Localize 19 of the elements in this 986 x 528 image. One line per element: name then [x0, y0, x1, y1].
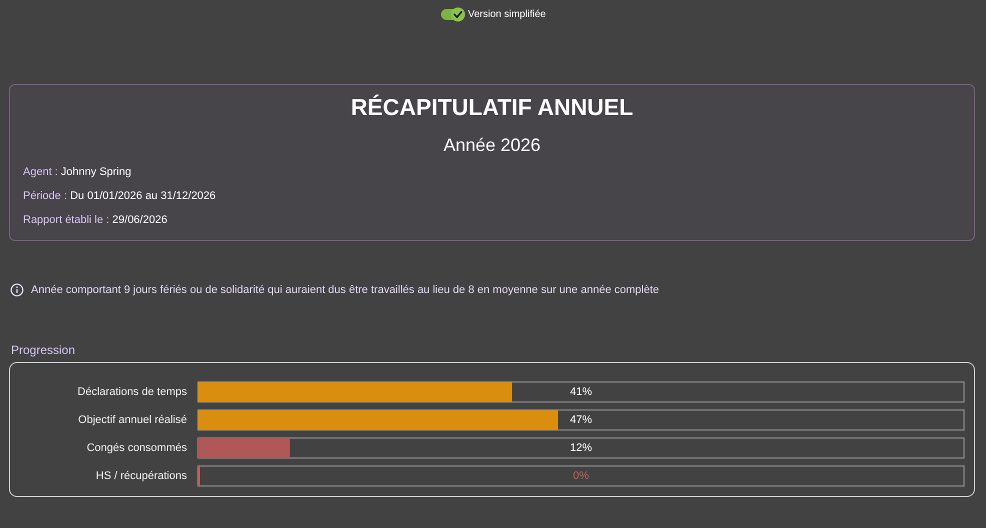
- y-tick-label: HS / récupérations: [96, 470, 188, 482]
- data-label: 0%: [573, 470, 590, 482]
- data-label: 47%: [570, 414, 592, 426]
- y-tick-label: Congés consommés: [86, 442, 188, 454]
- bar: [198, 438, 290, 458]
- text: Agent : Johnny Spring: [23, 166, 132, 178]
- data-label: 12%: [570, 442, 592, 454]
- text: Rapport établi le : 29/06/2026: [23, 214, 168, 226]
- chart-subtitle: Année 2026: [443, 135, 541, 155]
- text: Période : Du 01/01/2026 au 31/12/2026: [23, 190, 216, 202]
- data-label: 41%: [570, 386, 592, 398]
- y-tick-label: Déclarations de temps: [78, 386, 188, 398]
- text: Année comportant 9 jours fériés ou de solidarité qui auraient dus être travaillés au lieu de 8 en moyenne sur une année complète: [31, 284, 659, 296]
- y-tick-label: Objectif annuel réalisé: [78, 414, 187, 426]
- bar: [198, 382, 512, 402]
- bar: [198, 410, 558, 430]
- text: Version simplifiée: [468, 8, 546, 20]
- text: Progression: [11, 343, 76, 357]
- chart-title: RÉCAPITULATIF ANNUEL: [350, 94, 634, 120]
